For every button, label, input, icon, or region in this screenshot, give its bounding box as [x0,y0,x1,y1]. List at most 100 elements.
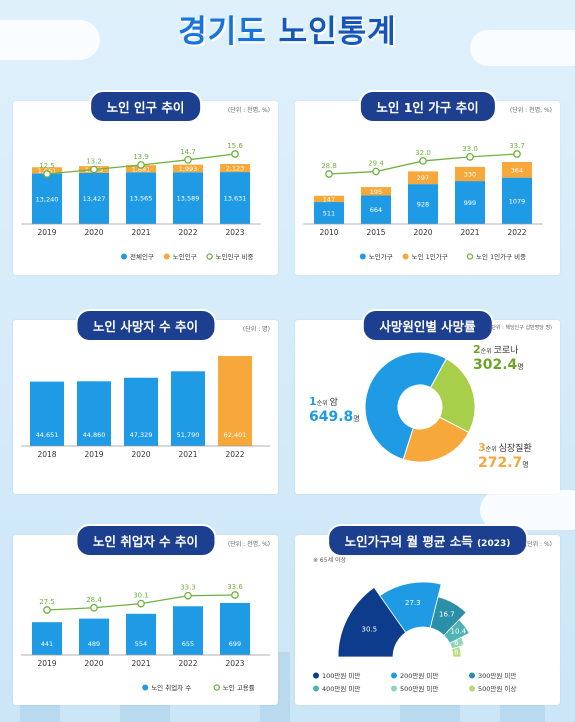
legend-marker [402,253,409,260]
legend-label: 노인인구 [173,252,197,261]
unit-label: (단위 : 명) [242,326,270,333]
legend-label: 300만원 미만 [478,671,516,680]
line-point [184,155,192,164]
line-value-label: 27.5 [39,598,55,606]
slice-value-label: 8.8 [454,648,465,656]
line-value-label: 14.7 [180,148,196,156]
bar-stack [502,162,532,178]
line-point [419,157,427,165]
rank-value: 272.7명 [478,455,529,471]
line-point [513,150,521,158]
cloud-decoration [470,30,575,66]
line-point [231,150,239,158]
legend-marker [469,685,475,692]
panel-title: 노인 1인 가구 추이 [358,90,497,123]
bar-value-label: 511 [323,210,335,218]
rank-value: 649.8명 [309,409,360,425]
legend-label: 노인 1인가구 비중 [476,252,526,261]
bar-stack [361,187,391,196]
line-value-label: 30.1 [133,592,149,600]
line-point [90,603,98,612]
bar-value-label: 1079 [509,197,526,205]
income-slice [337,586,407,658]
bar-value-label: 999 [464,199,476,207]
legend-label: 노인 고용률 [223,683,255,692]
x-tick-label: 2021 [178,450,197,459]
legend-marker [391,672,397,679]
monthly-income-chart: ※ 65세 이상 30.5 27.3 16.7 10.4 6.38.8 100만원 미만 20… [313,556,516,693]
page-title-part2: 노인통계 [278,14,397,50]
employment-chart: 441 2019 489 2020 554 2021 655 2022 699 2023 27.5 2… [21,583,270,692]
bar-value-label: 699 [229,640,241,648]
x-tick-label: 2021 [460,228,479,237]
x-tick-label: 2022 [178,228,197,237]
bar-value-label: 2,123 [226,165,245,173]
bar [171,371,205,446]
line-point [466,153,474,161]
line-point [184,591,192,600]
donut-slice [402,416,470,463]
donut-slice [429,358,476,434]
line-value-label: 13.2 [86,157,102,165]
panel-deaths: 노인 사망자 수 추이 (단위 : 명) 44,651 2018 44,860 201… [13,309,278,494]
slice-value-label: 30.5 [362,626,378,634]
note-text: ※ 65세 이상 [313,556,347,564]
bar-value-label: 195 [370,188,382,196]
x-tick-label: 2020 [84,659,103,668]
bar-value-label: 13,565 [130,195,153,203]
cloud-decoration [480,490,575,530]
x-tick-label: 2020 [131,450,150,459]
x-tick-label: 2018 [37,450,56,459]
panel-title: 노인 사망자 수 추이 [74,309,217,342]
panel-monthly-income: 노인가구의 월 평균 소득 (2023) (단위 : %) ※ 65세 이상 30… [295,524,560,705]
legend-label: 노인인구 비중 [216,252,254,261]
bar-main [314,202,344,224]
legend-marker [359,253,366,260]
bar-main [32,173,62,224]
line-value-label: 28.4 [86,596,102,604]
line-value-label: 15.6 [227,142,243,150]
bar-main [408,184,438,224]
line-point [137,599,145,608]
line-point [372,167,380,176]
income-slice [379,581,442,634]
panel-cause-of-death: 사망원인별 사망률 (단위 : 해당인구 십만명당 명) 1순위 암 649.8명… [295,309,560,494]
x-tick-label: 2019 [84,450,103,459]
bar-stack [220,164,250,173]
x-tick-label: 2020 [84,228,103,237]
rank-label: 2순위 코로나 [473,343,518,356]
line-point [231,591,239,599]
legend-label: 400만원 미만 [322,684,360,693]
bar [173,606,203,655]
bar-main [79,172,109,224]
single-household-chart: 511 147 2010 664 195 2015 928 297 2020 999 330 2021… [303,142,543,261]
bar-value-label: 44,651 [36,431,59,439]
line-point [43,170,51,178]
legend-marker [313,685,319,692]
bar-value-label: 364 [511,166,523,174]
bar [124,377,158,446]
x-tick-label: 2021 [131,228,150,237]
elderly-population-chart: 13,2401,661201913,4271,775202013,5651,88… [21,142,261,261]
legend-marker [213,684,221,691]
bar-main [126,172,156,224]
legend-marker [142,684,149,691]
x-tick-label: 2022 [225,450,244,459]
donut-slice [364,351,448,461]
legend-marker [313,672,319,679]
legend-marker [466,253,474,260]
panel-title: 사망원인별 사망률 [361,309,494,342]
bar [218,356,252,446]
bar-value-label: 489 [88,640,100,648]
slice-value-label: 10.4 [451,627,467,635]
unit-label: (단위 : %) [524,541,552,548]
legend-marker [121,253,127,260]
legend-label: 500만원 미만 [400,684,438,693]
bar-value-label: 13,427 [83,195,106,203]
bar-value-label: 330 [464,170,476,178]
bar-value-label: 297 [417,174,429,182]
bar [126,613,156,655]
bar-value-label: 664 [370,206,382,214]
cloud-decoration [0,20,100,60]
